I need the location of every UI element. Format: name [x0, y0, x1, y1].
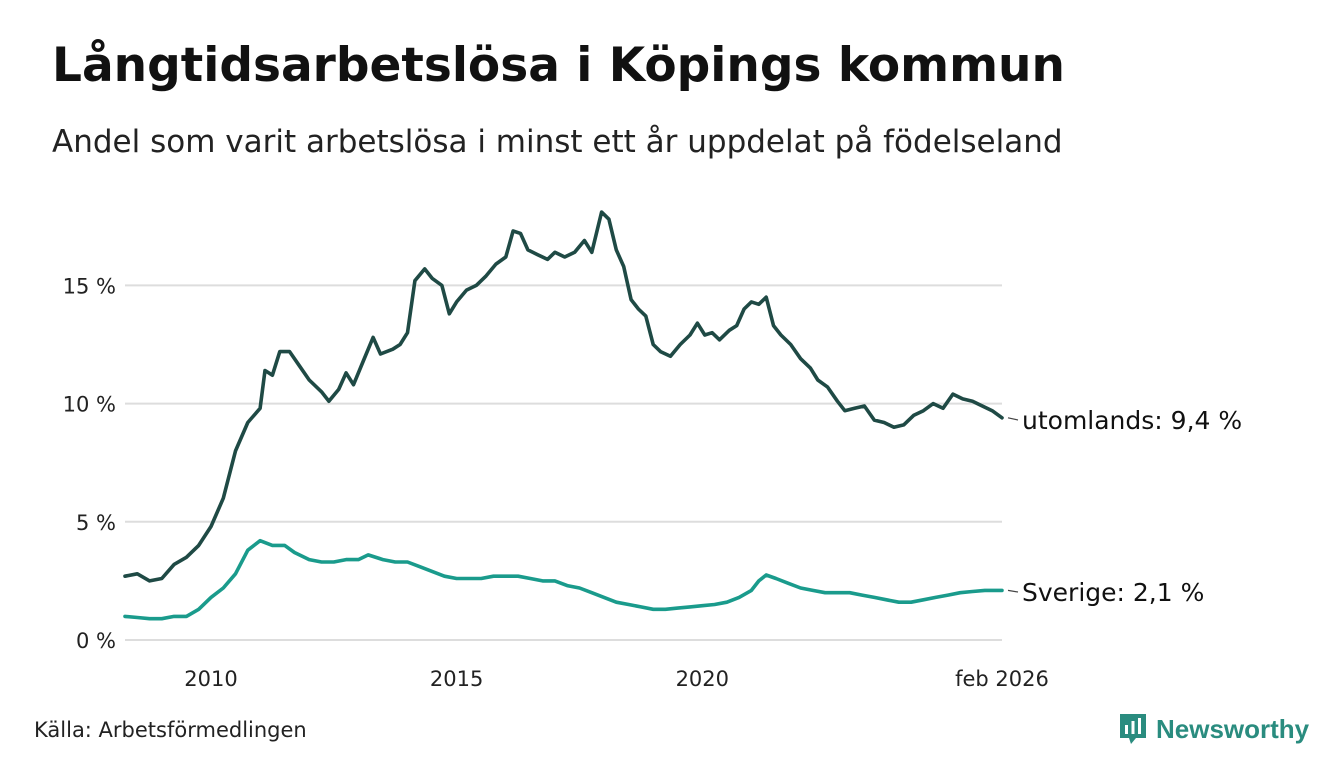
- y-tick-label: 5 %: [76, 511, 116, 535]
- y-axis: 0 % 5 % 10 % 15 %: [63, 274, 116, 653]
- series-line-sverige: [123, 538, 1004, 621]
- end-label-utomlands: utomlands: 9,4 %: [1022, 406, 1242, 435]
- end-label-connector: [1007, 589, 1019, 593]
- series-line-utomlands: [123, 210, 1004, 583]
- series: [123, 210, 1004, 621]
- x-tick-label: feb 2026: [955, 667, 1049, 691]
- x-tick-label: 2010: [184, 667, 237, 691]
- y-tick-label: 15 %: [63, 274, 116, 298]
- chart-subtitle: Andel som varit arbetslösa i minst ett å…: [52, 124, 1063, 160]
- chart-title: Långtidsarbetslösa i Köpings kommun: [52, 38, 1065, 93]
- end-label-sverige: Sverige: 2,1 %: [1022, 578, 1204, 607]
- x-tick-label: 2020: [676, 667, 729, 691]
- grid: [125, 284, 1002, 641]
- x-axis: 2010 2015 2020 feb 2026: [184, 667, 1049, 691]
- line-chart: 0 % 5 % 10 % 15 % 2010 2015 2020 feb 2026 utom…: [63, 210, 1242, 691]
- brand-logo[interactable]: Newsworthy: [1118, 712, 1309, 746]
- x-tick-label: 2015: [430, 667, 483, 691]
- brand-name: Newsworthy: [1156, 713, 1310, 744]
- newsworthy-logo-icon: [1120, 714, 1146, 744]
- y-tick-label: 10 %: [63, 393, 116, 417]
- end-labels: utomlands: 9,4 % Sverige: 2,1 %: [1007, 406, 1242, 607]
- end-label-connector: [1007, 417, 1019, 421]
- y-tick-label: 0 %: [76, 629, 116, 653]
- source-note: Källa: Arbetsförmedlingen: [34, 718, 307, 742]
